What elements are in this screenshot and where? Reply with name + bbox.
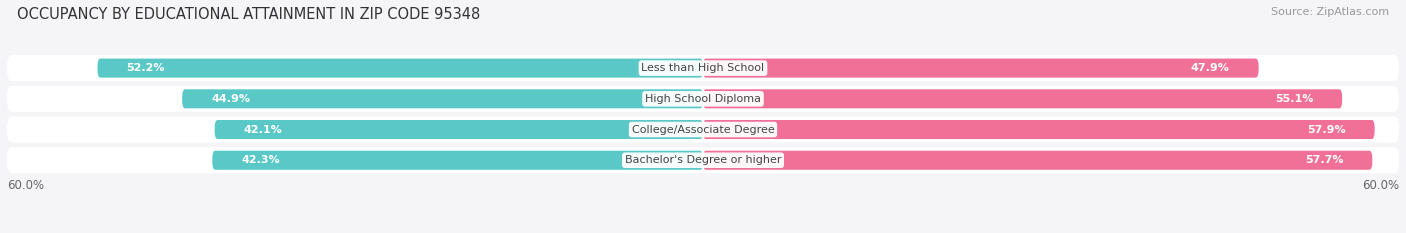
Text: 42.3%: 42.3% xyxy=(242,155,280,165)
FancyBboxPatch shape xyxy=(703,120,1375,139)
Text: Bachelor's Degree or higher: Bachelor's Degree or higher xyxy=(624,155,782,165)
Text: 57.7%: 57.7% xyxy=(1305,155,1343,165)
Text: High School Diploma: High School Diploma xyxy=(645,94,761,104)
FancyBboxPatch shape xyxy=(703,89,1343,108)
FancyBboxPatch shape xyxy=(7,147,1399,173)
FancyBboxPatch shape xyxy=(7,116,1399,143)
Text: Less than High School: Less than High School xyxy=(641,63,765,73)
Text: 57.9%: 57.9% xyxy=(1308,124,1346,134)
Text: 44.9%: 44.9% xyxy=(211,94,250,104)
Text: College/Associate Degree: College/Associate Degree xyxy=(631,124,775,134)
FancyBboxPatch shape xyxy=(703,58,1258,78)
FancyBboxPatch shape xyxy=(7,55,1399,81)
FancyBboxPatch shape xyxy=(215,120,703,139)
Text: 60.0%: 60.0% xyxy=(1362,179,1399,192)
Text: 60.0%: 60.0% xyxy=(7,179,44,192)
Text: 52.2%: 52.2% xyxy=(127,63,165,73)
FancyBboxPatch shape xyxy=(212,151,703,170)
FancyBboxPatch shape xyxy=(703,151,1372,170)
FancyBboxPatch shape xyxy=(7,86,1399,112)
Text: 55.1%: 55.1% xyxy=(1275,94,1313,104)
Text: OCCUPANCY BY EDUCATIONAL ATTAINMENT IN ZIP CODE 95348: OCCUPANCY BY EDUCATIONAL ATTAINMENT IN Z… xyxy=(17,7,479,22)
Text: 42.1%: 42.1% xyxy=(243,124,283,134)
Text: Source: ZipAtlas.com: Source: ZipAtlas.com xyxy=(1271,7,1389,17)
FancyBboxPatch shape xyxy=(97,58,703,78)
FancyBboxPatch shape xyxy=(183,89,703,108)
Text: 47.9%: 47.9% xyxy=(1191,63,1230,73)
